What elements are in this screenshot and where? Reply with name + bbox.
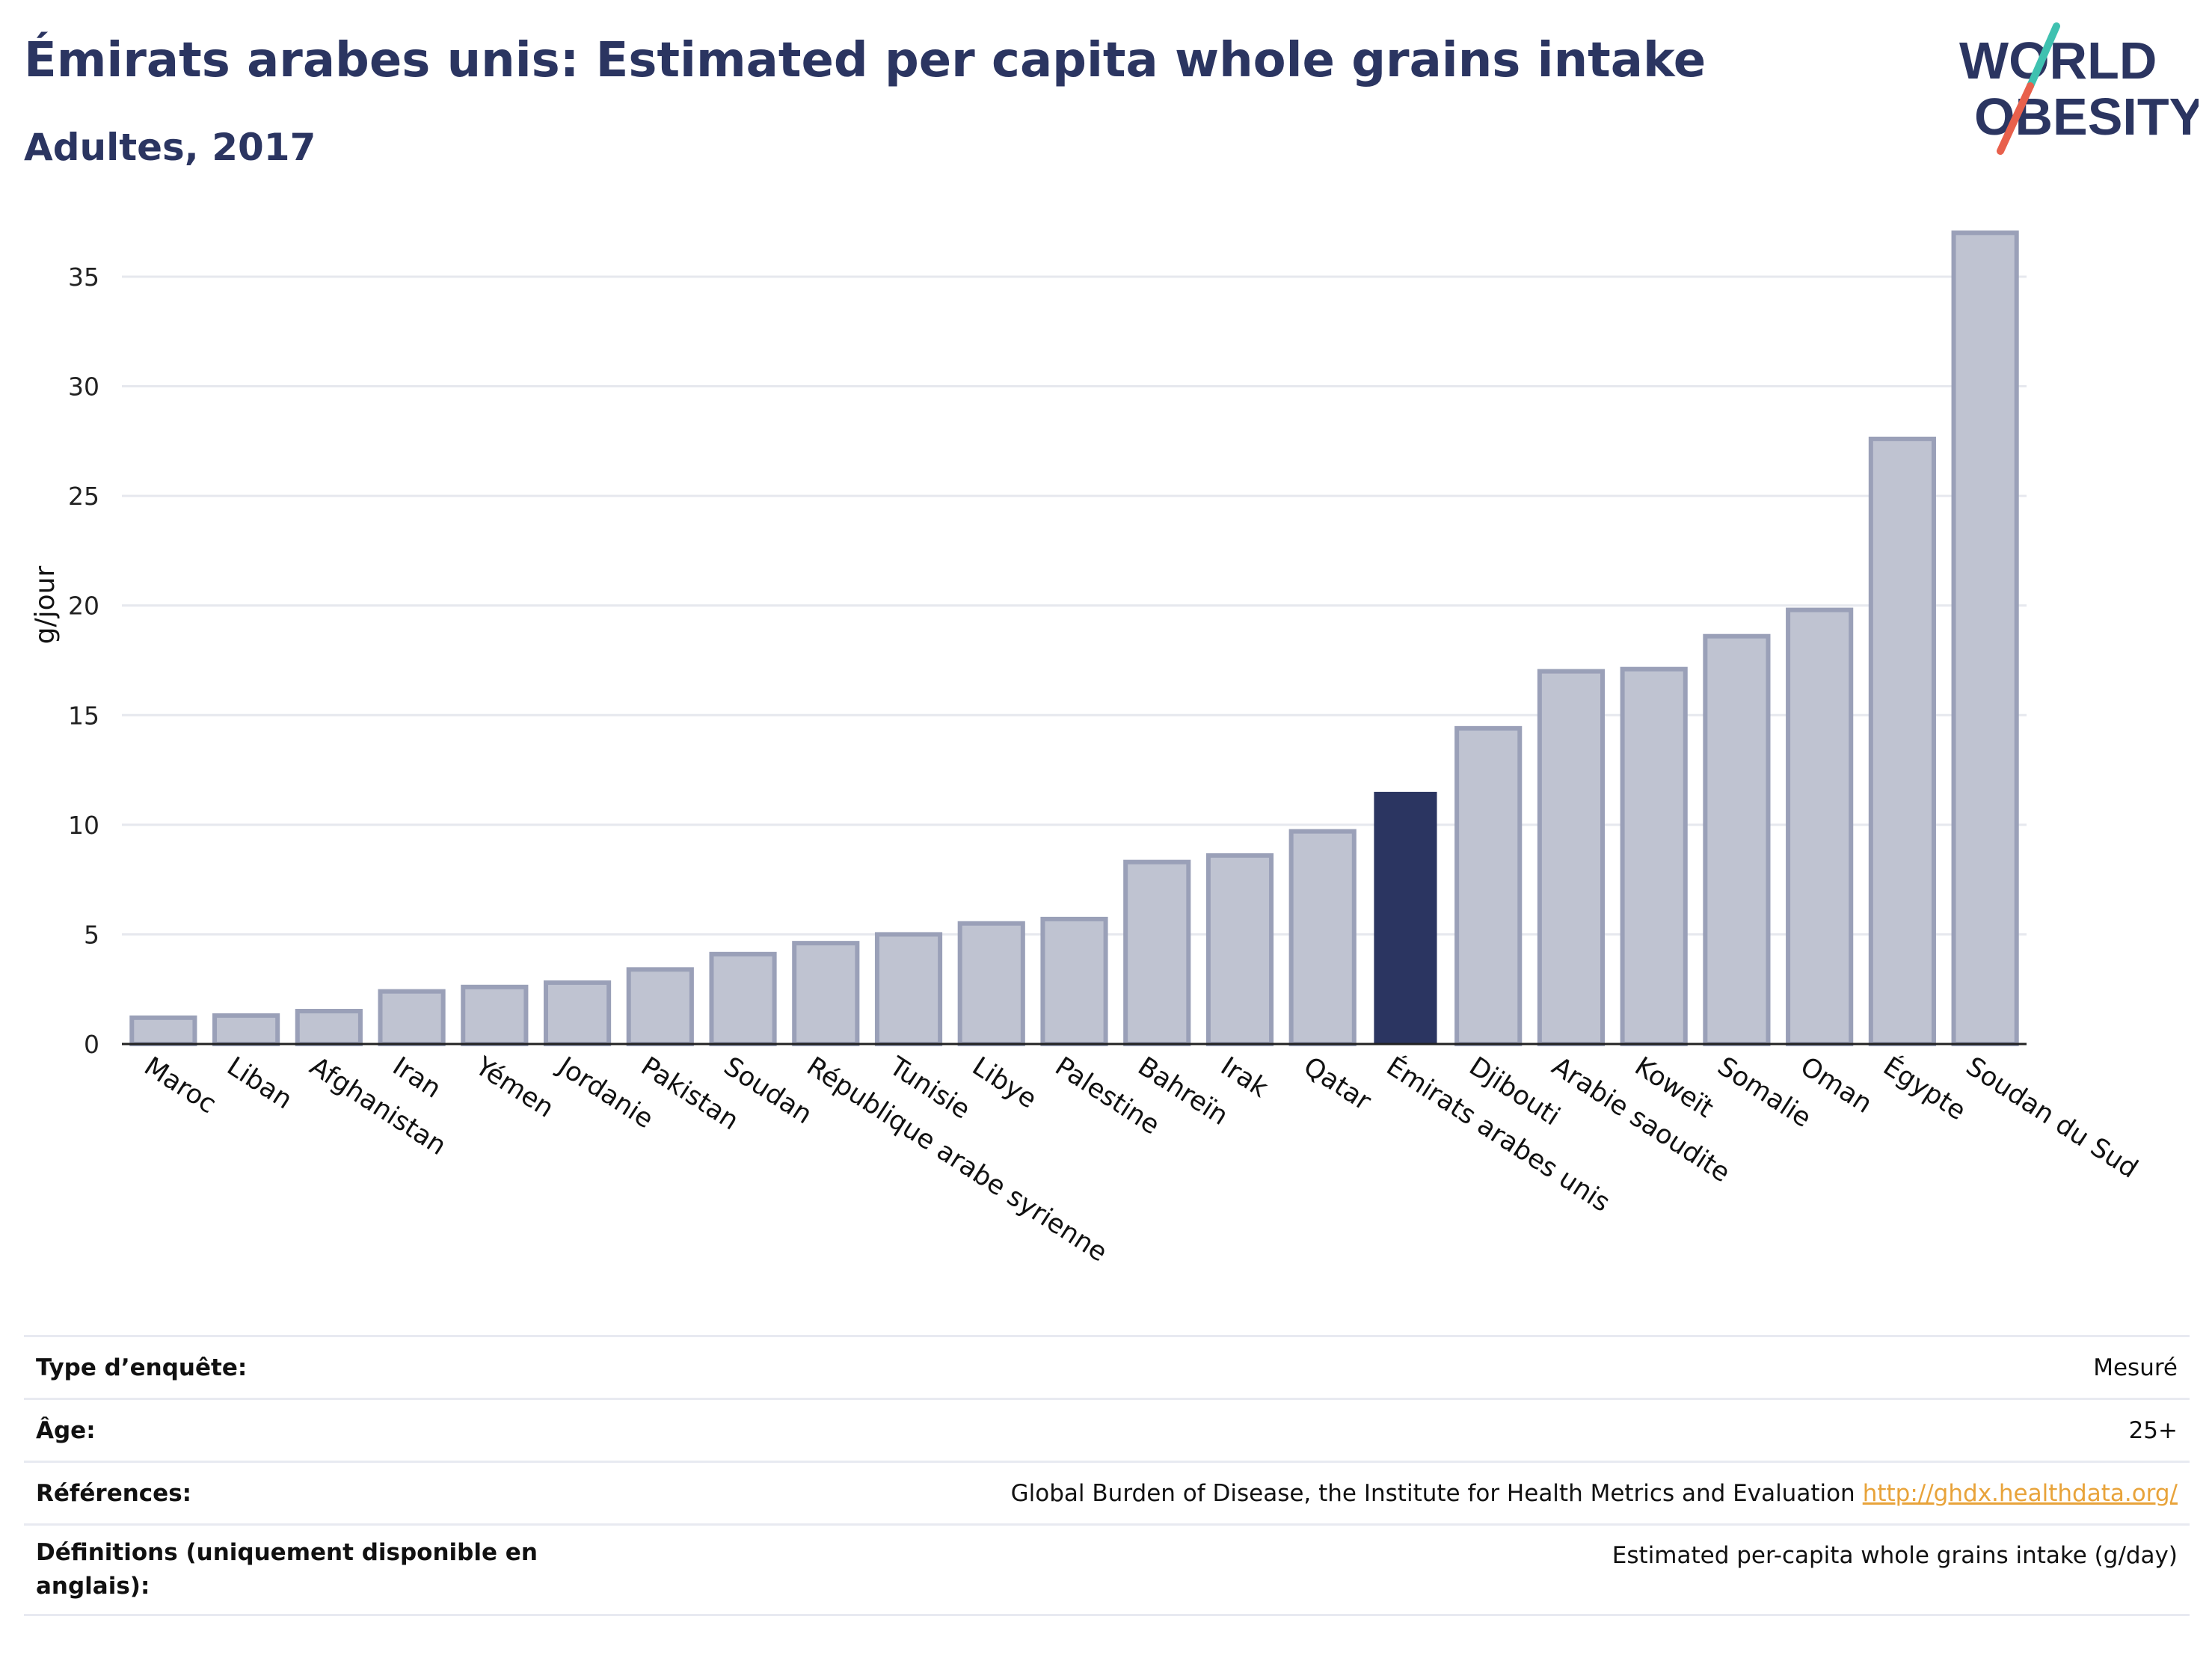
- bar: [1537, 669, 1606, 1046]
- y-tick-label: 35: [68, 262, 99, 292]
- reference-link[interactable]: http://ghdx.healthdata.org/: [1862, 1479, 2178, 1507]
- bar: [1620, 666, 1688, 1046]
- y-tick-label: 5: [84, 920, 99, 949]
- world-obesity-logo: WORLD OBESITY: [1959, 22, 2199, 155]
- meta-label: Références:: [36, 1479, 192, 1507]
- y-tick-label: 0: [84, 1030, 99, 1059]
- bar: [1205, 853, 1274, 1046]
- y-tick-label: 10: [68, 811, 99, 840]
- x-tick-label: Qatar: [1298, 1051, 1377, 1117]
- y-tick-label: 20: [68, 592, 99, 621]
- x-tick-label: Irak: [1215, 1051, 1274, 1104]
- meta-label: Définitions (uniquement disponible en an…: [36, 1539, 538, 1600]
- chart-title: Émirats arabes unis: Estimated per capit…: [24, 33, 1706, 88]
- meta-value: 25+: [2128, 1416, 2178, 1444]
- bar: [957, 921, 1025, 1047]
- bar: [626, 967, 694, 1046]
- meta-label: Type d’enquête:: [36, 1354, 248, 1381]
- x-tick-label: Iran: [387, 1051, 446, 1105]
- meta-value: Estimated per-capita whole grains intake…: [1612, 1542, 2178, 1569]
- bar: [295, 1009, 363, 1047]
- metadata-table: Type d’enquête: Mesuré Âge: 25+ Référenc…: [24, 1335, 2190, 1616]
- bar: [543, 980, 612, 1046]
- bar: [1951, 230, 2019, 1046]
- reference-text: Global Burden of Disease, the Institute …: [1010, 1479, 1855, 1507]
- meta-value: Global Burden of Disease, the Institute …: [1011, 1480, 2190, 1507]
- y-tick-label: 30: [68, 372, 99, 402]
- meta-value: Mesuré: [2093, 1354, 2178, 1381]
- bar: [792, 941, 860, 1046]
- x-tick-label: Somalie: [1712, 1051, 1816, 1134]
- bar: [378, 989, 446, 1046]
- bar: [1123, 859, 1191, 1047]
- x-tick-label: Jordanie: [551, 1051, 658, 1134]
- meta-row-references: Références: Global Burden of Disease, th…: [24, 1461, 2190, 1523]
- bar: [129, 1015, 197, 1046]
- y-axis-title: g/jour: [30, 565, 61, 644]
- bar: [874, 932, 943, 1046]
- meta-row-definitions: Définitions (uniquement disponible en an…: [24, 1523, 2190, 1616]
- x-tick-label: Égypte: [1878, 1050, 1972, 1126]
- bar: [709, 951, 777, 1047]
- bar: [212, 1013, 280, 1047]
- bar: [1703, 633, 1771, 1046]
- bar: [1786, 607, 1854, 1046]
- x-tick-label: Liban: [221, 1051, 298, 1115]
- logo-slash-teal: [2027, 22, 2060, 90]
- bar: [1868, 436, 1936, 1046]
- y-tick-label: 15: [68, 701, 99, 730]
- x-tick-label: Soudan du Sud: [1961, 1051, 2143, 1185]
- chart-subtitle: Adultes, 2017: [24, 126, 316, 169]
- meta-row-survey-type: Type d’enquête: Mesuré: [24, 1335, 2190, 1398]
- bar: [1454, 725, 1523, 1047]
- bar-highlighted: [1374, 791, 1437, 1044]
- x-tick-label: Yémen: [470, 1051, 559, 1123]
- bar: [461, 984, 529, 1046]
- x-tick-label: Maroc: [138, 1051, 221, 1120]
- meta-label: Âge:: [36, 1416, 96, 1444]
- logo-slash-red: [1997, 82, 2034, 155]
- y-tick-label: 25: [68, 482, 99, 511]
- meta-row-age: Âge: 25+: [24, 1398, 2190, 1461]
- bar: [1288, 829, 1357, 1046]
- logo-line-2: OBESITY: [1974, 87, 2199, 146]
- bar: [1040, 916, 1108, 1047]
- x-tick-label: Libye: [967, 1051, 1042, 1115]
- logo-line-1: WORLD: [1959, 31, 2157, 90]
